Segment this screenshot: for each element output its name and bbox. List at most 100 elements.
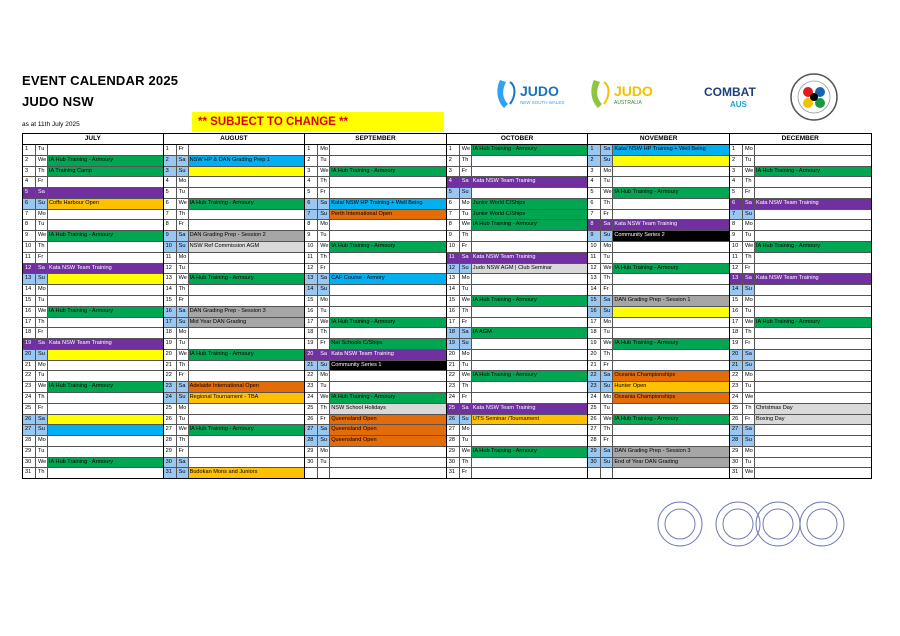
event-cell (189, 415, 305, 425)
day-of-week: We (36, 306, 48, 317)
event-cell (48, 404, 163, 414)
subject-to-change-banner: ** SUBJECT TO CHANGE ** (192, 112, 444, 132)
event-cell: IA Hub Training - Armoury (188, 274, 305, 285)
event-cell (472, 167, 588, 177)
day-of-week: We (318, 392, 331, 403)
calendar-day-row: 26 Su UTS Seminar /Tournament (446, 414, 588, 426)
calendar-day-row: 10 Th (23, 242, 163, 253)
month-header: OCTOBER (446, 134, 588, 145)
calendar-day-row: 1 We IA Hub Training - Armoury (446, 145, 588, 156)
day-of-week: We (743, 317, 755, 328)
day-of-week: Sa (318, 274, 331, 285)
day-of-week: Su (459, 188, 472, 198)
calendar-day-row: 4 Th (729, 177, 871, 189)
event-cell: End of Year DAN Grading (613, 457, 729, 468)
calendar-day-row: 13 We IA Hub Training - Armoury (163, 274, 305, 286)
day-of-week: Sa (318, 425, 331, 436)
calendar-day-row: 24 We IA Hub Training - Armoury (305, 392, 446, 404)
calendar-day-row: 12 Fr (305, 263, 446, 275)
day-of-week: Th (743, 328, 755, 339)
day-of-week: We (601, 339, 614, 349)
day-of-week: Su (742, 436, 755, 446)
day-of-week: Fr (460, 166, 472, 177)
day-number: 30 (447, 457, 460, 468)
day-number: 14 (588, 285, 602, 295)
day-of-week: Mo (177, 252, 189, 263)
calendar-day-row: 10 We IA Hub Training - Armoury (305, 242, 446, 253)
day-of-week: Fr (177, 220, 189, 231)
calendar-grid: JULY 1 Tu 2 We IA Hub Training - Armoury 3 Th IA… (22, 133, 872, 479)
event-cell (755, 436, 871, 446)
event-cell (48, 242, 163, 252)
day-number: 20 (305, 349, 319, 360)
day-number: 2 (23, 155, 36, 166)
calendar-day-row: 27 Mo (446, 425, 588, 437)
event-cell (613, 242, 729, 252)
day-of-week: Th (601, 274, 614, 285)
day-number: 22 (447, 371, 460, 382)
event-cell: IA Training Camp (48, 166, 163, 177)
day-number: 10 (305, 242, 319, 252)
calendar-day-row: 18 Mo (163, 328, 305, 340)
day-of-week: Su (318, 436, 331, 446)
day-of-week: Fr (460, 317, 472, 328)
event-cell: Kata NSW Team Training (471, 252, 588, 263)
day-of-week: Sa (742, 349, 755, 360)
event-cell: Budokan Mons and Juniors (188, 468, 305, 479)
calendar-day-row: 21 Su (729, 360, 871, 372)
day-of-week: Tu (36, 220, 48, 231)
day-number: 6 (164, 198, 177, 209)
day-number: 23 (23, 382, 36, 392)
day-number: 2 (730, 155, 743, 166)
calendar-day-row: 13 Th (588, 274, 729, 286)
event-cell (189, 371, 305, 381)
day-of-week: Th (601, 425, 614, 436)
day-of-week: Fr (36, 252, 48, 263)
day-of-week: Th (318, 403, 331, 414)
day-number: 18 (730, 328, 743, 339)
calendar-day-row: 27 Sa (729, 425, 871, 437)
calendar-day-row: 2 Tu (305, 155, 446, 167)
day-number: 4 (305, 177, 319, 188)
day-number: 14 (23, 285, 36, 295)
event-cell (613, 318, 729, 328)
calendar-day-row: 29 Mo (729, 446, 871, 458)
event-cell (330, 156, 446, 166)
day-number: 1 (730, 145, 743, 155)
calendar-day-row: 16 Sa DAN Grading Prep - Session 3 (163, 306, 305, 318)
day-of-week: We (177, 349, 189, 360)
event-cell: Oceania Championships (613, 392, 729, 403)
day-number: 29 (23, 446, 36, 457)
event-cell (189, 188, 305, 198)
event-cell (330, 307, 446, 317)
calendar-day-row: 3 Su (163, 166, 305, 178)
event-cell: Queensland Open (330, 425, 446, 436)
event-cell (755, 253, 871, 263)
day-number: 7 (305, 209, 319, 220)
day-number: 14 (729, 285, 743, 295)
calendar-day-row: 17 Fr (446, 317, 588, 329)
day-of-week (318, 468, 331, 479)
event-cell (330, 253, 446, 263)
calendar-day-row: 13 Mo (446, 274, 588, 286)
day-of-week: Sa (36, 414, 48, 425)
day-of-week: Su (36, 425, 48, 436)
day-number: 15 (730, 295, 743, 306)
event-cell (472, 156, 588, 166)
day-number: 17 (163, 317, 177, 328)
calendar-day-row: 31 Fr (447, 468, 588, 479)
day-of-week: Fr (177, 446, 189, 457)
day-of-week: We (318, 317, 331, 328)
day-of-week: Fr (601, 360, 614, 371)
event-cell: Kata NSW Team Training (754, 198, 871, 209)
event-cell: Queensland Open (330, 436, 446, 446)
day-of-week: Su (742, 285, 755, 295)
day-number: 13 (588, 274, 602, 285)
event-cell (613, 328, 729, 338)
calendar-day-row: 3 We IA Hub Training - Armoury (729, 166, 871, 178)
day-number: 9 (447, 231, 460, 242)
day-of-week: Fr (601, 209, 614, 220)
event-cell: Oceania Championships (613, 371, 729, 382)
calendar-day-row: 21 Mo (23, 360, 163, 372)
day-of-week: Th (318, 252, 331, 263)
